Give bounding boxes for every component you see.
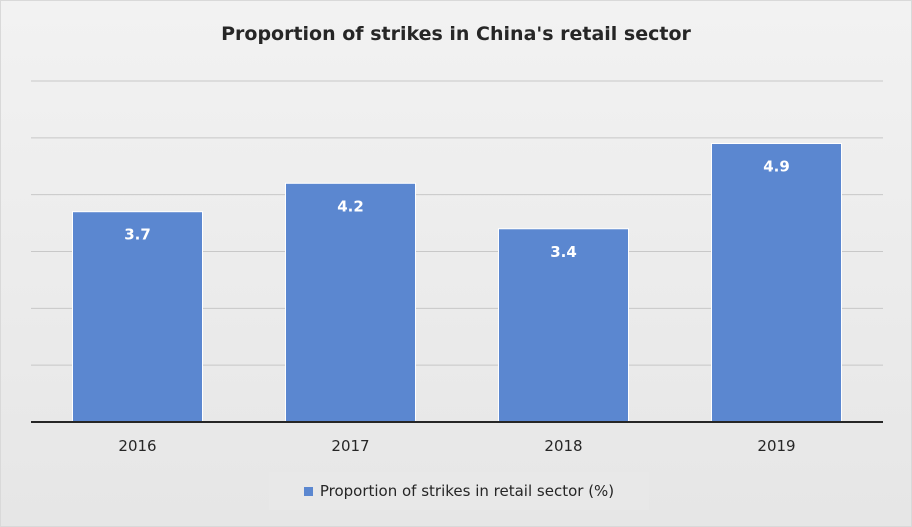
data-label-2017: 4.2 [337,197,364,215]
chart-title: Proportion of strikes in China's retail … [221,23,691,45]
bar-2017 [285,182,416,423]
x-tick-label-2016: 2016 [118,437,156,455]
x-tick-label-2018: 2018 [544,437,582,455]
x-tick-label-2017: 2017 [331,437,369,455]
bar-2016 [72,211,203,423]
data-label-2016: 3.7 [124,226,151,244]
legend-label: Proportion of strikes in retail sector (… [319,482,615,500]
bar-2019 [711,143,842,423]
data-label-2018: 3.4 [550,243,577,261]
x-tick-label-2019: 2019 [757,437,795,455]
legend-swatch [303,486,313,496]
data-label-2019: 4.9 [763,158,790,176]
bar-2018 [498,228,629,423]
legend: Proportion of strikes in retail sector (… [269,472,649,510]
